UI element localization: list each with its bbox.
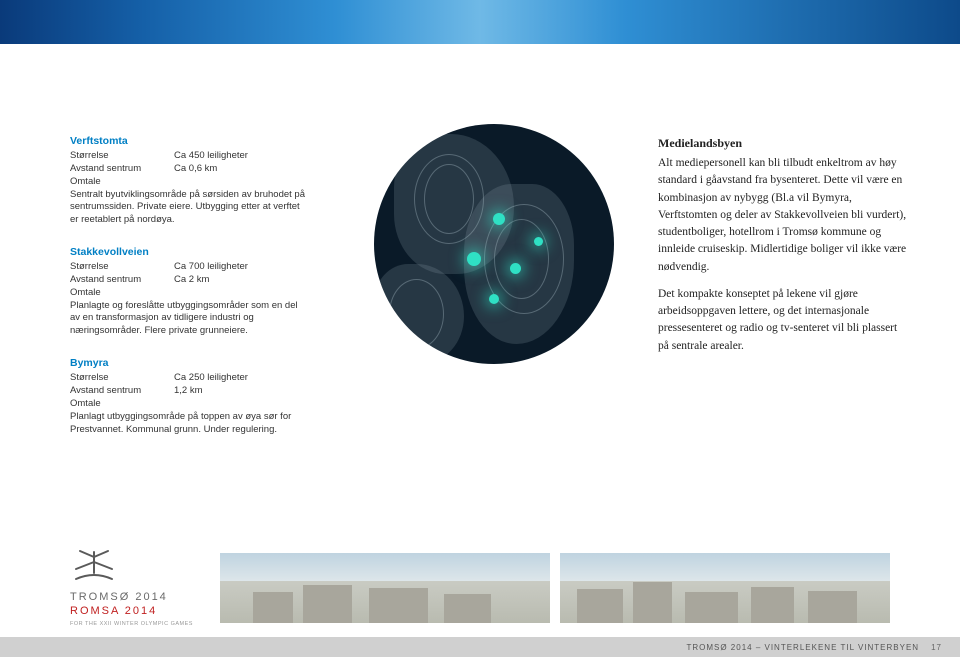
row-label: Omtale [70, 398, 160, 411]
map-spot [467, 252, 481, 266]
row-label: Avstand sentrum [70, 163, 160, 176]
bottom-collage: TROMSØ 2014 ROMSA 2014 FOR THE XXII WINT… [70, 553, 890, 623]
site-description: Sentralt byutviklingsområde på sørsiden … [70, 189, 310, 227]
site-description: Planlagt utbyggingsområde på toppen av ø… [70, 411, 310, 437]
site-row: Avstand sentrum 1,2 km [70, 385, 330, 398]
logo-text-2: ROMSA 2014 [70, 605, 210, 617]
building-shape [751, 587, 794, 623]
row-value: 1,2 km [174, 385, 203, 398]
page-footer: TROMSØ 2014 – VINTERLEKENE TIL VINTERBYE… [0, 637, 960, 657]
row-label: Størrelse [70, 150, 160, 163]
body-paragraph: Alt mediepersonell kan bli tilbudt enkel… [658, 155, 908, 276]
map-spot [534, 237, 543, 246]
footer-text: TROMSØ 2014 – VINTERLEKENE TIL VINTERBYE… [686, 643, 919, 652]
building-shape [577, 589, 623, 623]
site-row: Størrelse Ca 450 leiligheter [70, 150, 330, 163]
building-shape [633, 582, 673, 623]
logo-text-1: TROMSØ 2014 [70, 591, 210, 603]
row-label: Størrelse [70, 372, 160, 385]
row-label: Omtale [70, 176, 160, 189]
building-shape [369, 588, 428, 623]
building-shape [253, 592, 293, 624]
map-circle [374, 124, 614, 364]
header-gradient [0, 0, 960, 44]
map-spot [510, 263, 521, 274]
row-value: Ca 250 leiligheter [174, 372, 248, 385]
site-stakkevollveien: Stakkevollveien Størrelse Ca 700 leiligh… [70, 245, 330, 338]
row-label: Størrelse [70, 261, 160, 274]
building-shape [444, 594, 490, 623]
row-label: Avstand sentrum [70, 385, 160, 398]
contour-line [424, 164, 474, 234]
row-value: Ca 700 leiligheter [174, 261, 248, 274]
page-number: 17 [931, 643, 942, 652]
site-row: Størrelse Ca 700 leiligheter [70, 261, 330, 274]
site-title: Bymyra [70, 356, 330, 370]
site-row: Størrelse Ca 250 leiligheter [70, 372, 330, 385]
collage-panel [220, 553, 550, 623]
event-logo: TROMSØ 2014 ROMSA 2014 FOR THE XXII WINT… [70, 553, 210, 623]
row-value: Ca 0,6 km [174, 163, 217, 176]
contour-line [494, 219, 549, 299]
section-title: Medielandsbyen [658, 134, 908, 152]
row-label: Avstand sentrum [70, 274, 160, 287]
row-value: Ca 2 km [174, 274, 209, 287]
site-row: Avstand sentrum Ca 0,6 km [70, 163, 330, 176]
page-content: Verftstomta Størrelse Ca 450 leiligheter… [0, 44, 960, 613]
site-title: Verftstomta [70, 134, 330, 148]
map-spot [493, 213, 505, 225]
map-spot [489, 294, 499, 304]
site-title: Stakkevollveien [70, 245, 330, 259]
right-column: Medielandsbyen Alt mediepersonell kan bl… [658, 134, 908, 603]
row-label: Omtale [70, 287, 160, 300]
site-bymyra: Bymyra Størrelse Ca 250 leiligheter Avst… [70, 356, 330, 436]
building-shape [685, 592, 738, 623]
left-column: Verftstomta Størrelse Ca 450 leiligheter… [70, 134, 330, 603]
contour-line [389, 279, 444, 349]
site-verftstomta: Verftstomta Størrelse Ca 450 leiligheter… [70, 134, 330, 227]
site-row: Omtale [70, 287, 330, 300]
site-row: Omtale [70, 176, 330, 189]
map-column [354, 134, 634, 603]
row-value: Ca 450 leiligheter [174, 150, 248, 163]
collage-panel [560, 553, 890, 623]
site-row: Avstand sentrum Ca 2 km [70, 274, 330, 287]
logo-mark-icon [70, 549, 118, 585]
building-shape [808, 591, 858, 623]
building-shape [303, 585, 353, 624]
contour-map [374, 124, 614, 364]
site-description: Planlagte og foreslåtte utbyggingsområde… [70, 300, 310, 338]
body-paragraph: Det kompakte konseptet på lekene vil gjø… [658, 286, 908, 355]
site-row: Omtale [70, 398, 330, 411]
logo-subtext: FOR THE XXII WINTER OLYMPIC GAMES [70, 621, 210, 627]
